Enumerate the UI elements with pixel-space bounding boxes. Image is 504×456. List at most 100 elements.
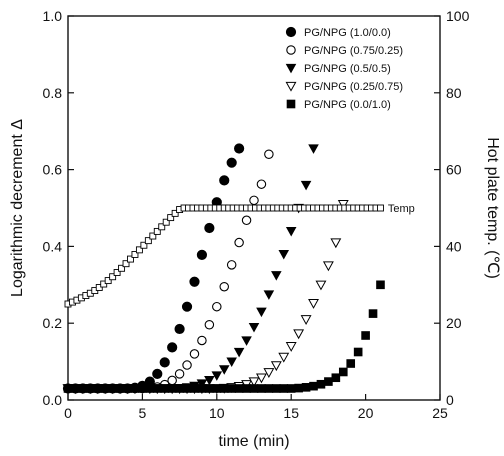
data-point: [241, 336, 252, 346]
data-point: [78, 384, 88, 393]
data-point: [109, 273, 117, 281]
data-point: [152, 368, 163, 379]
data-point: [249, 195, 259, 206]
x-tick-label: 20: [358, 405, 374, 421]
data-point: [100, 384, 110, 393]
data-point: [153, 227, 161, 235]
y2-tick-label: 100: [446, 8, 470, 24]
data-point: [113, 269, 121, 276]
data-point: [197, 384, 207, 393]
data-point: [346, 359, 356, 368]
data-point: [270, 361, 282, 372]
data-point: [301, 383, 311, 392]
data-point: [204, 319, 215, 330]
data-point: [158, 223, 166, 231]
data-point: [218, 365, 230, 375]
y-tick-label: 1.0: [43, 8, 63, 24]
data-point: [205, 384, 214, 393]
x-tick-label: 10: [209, 405, 225, 421]
data-point: [361, 331, 370, 340]
data-point: [115, 384, 125, 393]
data-point: [308, 299, 319, 309]
data-point: [174, 323, 185, 335]
data-point: [212, 301, 222, 312]
legend-label: PG/NPG (0.25/0.75): [304, 81, 403, 93]
series-6: [64, 204, 384, 308]
data-point: [226, 260, 237, 270]
legend-marker: [285, 26, 297, 38]
data-point: [63, 384, 73, 393]
data-point: [95, 284, 103, 291]
data-point: [211, 371, 223, 381]
legend-label: PG/NPG (0.5/0.5): [304, 63, 391, 75]
data-point: [182, 384, 192, 393]
data-point: [309, 381, 318, 391]
data-point: [167, 384, 177, 393]
data-point: [241, 215, 252, 226]
data-point: [249, 384, 259, 393]
data-point: [248, 322, 260, 333]
y-tick-label: 0.4: [43, 238, 63, 254]
data-point: [338, 367, 348, 377]
data-point: [255, 373, 267, 384]
data-point: [242, 384, 251, 393]
data-point: [368, 309, 378, 318]
data-point: [196, 379, 208, 389]
legend: PG/NPG (1.0/0.0) PG/NPG (0.75/0.25) PG/NPG…: [285, 26, 403, 111]
data-point: [152, 384, 162, 393]
data-point: [315, 280, 327, 291]
data-point: [204, 375, 215, 386]
data-point: [263, 368, 275, 378]
data-point: [285, 226, 297, 237]
data-point: [130, 384, 140, 393]
axis-labels: time (min) Logarithmic decrement Δ Hot pla…: [9, 119, 501, 450]
x-tick-label: 15: [283, 405, 299, 421]
y2-tick-label: 60: [446, 162, 462, 178]
legend-label: PG/NPG (1.0/0.0): [304, 27, 391, 39]
x-axis-title: time (min): [218, 433, 289, 450]
data-point: [71, 384, 80, 393]
data-point: [123, 384, 132, 393]
data-point: [138, 384, 147, 393]
data-point: [353, 347, 363, 357]
axes: 0 5 10 15 20 25 0.0 0.2 0.4 0.6 0.8 1.0 0 20 40 60 80 100: [43, 8, 470, 421]
data-point: [118, 264, 126, 272]
data-point: [144, 237, 152, 245]
legend-item: PG/NPG (0.75/0.25): [286, 45, 403, 57]
data-point: [278, 249, 290, 260]
legend-marker: [285, 63, 297, 74]
y2-tick-label: 40: [446, 238, 462, 254]
data-point: [100, 280, 108, 288]
data-point: [227, 384, 236, 393]
data-point: [256, 307, 267, 318]
data-point: [264, 149, 274, 159]
data-point: [212, 384, 222, 393]
data-point: [234, 384, 244, 393]
data-point: [300, 315, 312, 325]
y-tick-label: 0.8: [43, 85, 63, 101]
series-1: [62, 143, 245, 394]
x-tick-label: 25: [432, 405, 448, 421]
data-point: [149, 232, 157, 240]
data-point: [256, 179, 267, 189]
legend-item: PG/NPG (0.0/1.0): [286, 99, 391, 111]
data-point: [376, 280, 385, 290]
y-tick-label: 0.6: [43, 162, 63, 178]
data-point: [233, 347, 245, 358]
series-2: [63, 149, 274, 394]
legend-marker: [285, 81, 297, 92]
legend-item: PG/NPG (0.5/0.5): [285, 63, 391, 75]
data-point: [264, 384, 274, 393]
y2-axis-title: Hot plate temp. (℃): [484, 137, 501, 279]
data-point: [219, 281, 229, 292]
data-point: [377, 204, 384, 212]
data-point: [167, 375, 177, 386]
data-point: [175, 384, 184, 393]
data-point: [174, 369, 185, 379]
data-point: [122, 260, 130, 268]
data-point: [181, 301, 193, 312]
data-point: [131, 251, 139, 258]
data-point: [294, 383, 303, 393]
y2-tick-label: 80: [446, 85, 462, 101]
x-tick-label: 5: [139, 405, 147, 421]
